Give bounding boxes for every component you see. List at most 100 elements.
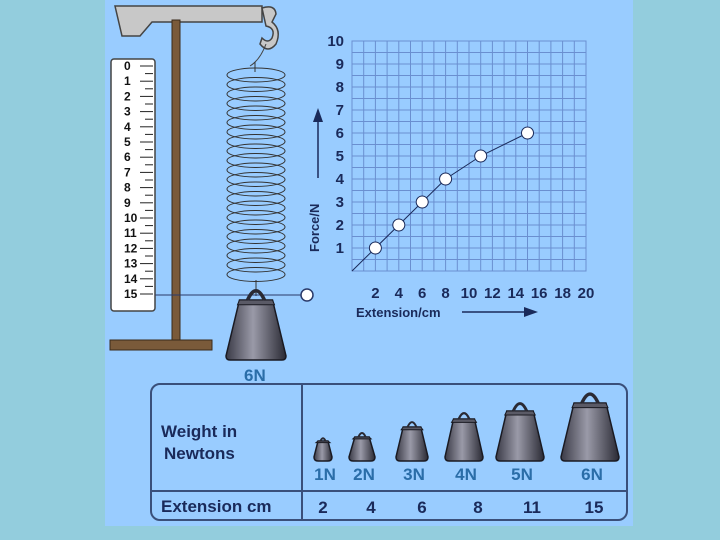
spring-coil <box>226 219 286 235</box>
x-tick-label: 4 <box>395 285 404 302</box>
ruler-label: 15 <box>124 287 138 301</box>
spring-coil <box>226 115 286 130</box>
data-point <box>368 241 382 255</box>
spring-coil <box>226 191 286 206</box>
extension-value: 11 <box>523 498 541 517</box>
x-tick-label: 12 <box>484 285 501 302</box>
table-row-divider <box>152 490 626 492</box>
spring-coil <box>226 210 286 225</box>
y-tick-label: 9 <box>336 56 344 73</box>
ruler-label: 2 <box>124 89 131 103</box>
y-tick-label: 2 <box>336 217 344 234</box>
weight-label: 6N <box>581 465 603 484</box>
ruler-label: 7 <box>124 165 131 179</box>
spring-coil <box>226 248 286 263</box>
pointer-marker <box>300 288 314 302</box>
spring-coil <box>226 134 286 149</box>
weight-label: 2N <box>353 465 375 484</box>
weight-icon <box>444 412 484 462</box>
extension-value: 6 <box>417 498 427 517</box>
ruler-label: 1 <box>124 74 131 88</box>
spring-coil <box>226 257 286 273</box>
x-axis-label: Extension/cm <box>356 305 441 320</box>
spring-coil <box>226 105 286 121</box>
weight-icon <box>495 402 545 462</box>
weight-icon <box>560 392 620 462</box>
spring-coil <box>226 77 286 92</box>
stand-pole <box>171 19 181 343</box>
spring <box>226 62 286 296</box>
hanging-weight-label: 6N <box>244 366 266 385</box>
data-point <box>392 218 406 232</box>
spring-coil <box>226 162 286 178</box>
spring-coil <box>226 172 286 187</box>
y-axis-label: Force/N <box>307 204 322 252</box>
extension-header: Extension cm <box>161 497 272 516</box>
y-tick-label: 3 <box>336 194 344 211</box>
extension-value: 15 <box>584 498 604 517</box>
x-tick-label: 6 <box>418 285 426 302</box>
ruler-label: 6 <box>124 150 131 164</box>
x-tick-label: 8 <box>441 285 449 302</box>
data-point <box>439 172 453 186</box>
x-tick-labels: 2 4 6 8 10 12 14 16 18 20 <box>371 285 594 302</box>
ruler-label: 9 <box>124 196 131 210</box>
ruler-label: 13 <box>124 257 138 271</box>
y-tick-label: 4 <box>336 171 345 188</box>
weight-label: 3N <box>403 465 425 484</box>
x-tick-label: 16 <box>531 285 548 302</box>
data-point <box>474 149 488 163</box>
x-tick-label: 20 <box>578 285 595 302</box>
extension-value: 2 <box>318 498 328 517</box>
stand <box>109 5 263 351</box>
extension-value: 4 <box>366 498 376 517</box>
ruler-label: 4 <box>124 120 131 134</box>
weight-label: 4N <box>455 465 477 484</box>
y-tick-label: 10 <box>327 33 344 50</box>
weight-icon <box>348 432 376 462</box>
x-tick-label: 10 <box>461 285 478 302</box>
spring-coil <box>226 67 286 83</box>
y-tick-label: 8 <box>336 79 344 96</box>
ruler-label: 12 <box>124 241 138 255</box>
x-tick-label: 18 <box>554 285 571 302</box>
spring-coil <box>226 238 286 254</box>
ruler-label: 3 <box>124 105 131 119</box>
weight-label: 1N <box>314 465 336 484</box>
x-axis-arrowhead <box>524 307 538 317</box>
spring-coil <box>226 86 286 102</box>
y-tick-label: 7 <box>336 102 344 119</box>
y-tick-label: 6 <box>336 125 344 142</box>
y-tick-label: 5 <box>336 148 344 165</box>
hook <box>249 6 279 67</box>
stand-arm <box>114 5 263 37</box>
ruler-label: 0 <box>124 59 131 73</box>
x-tick-label: 2 <box>371 285 379 302</box>
data-point <box>415 195 429 209</box>
data-point <box>521 126 534 140</box>
weight-label: 5N <box>511 465 533 484</box>
y-tick-label: 1 <box>336 240 344 257</box>
spring-coil <box>226 153 286 168</box>
extension-value: 8 <box>473 498 483 517</box>
spring-coil <box>226 143 286 159</box>
x-tick-label: 14 <box>507 285 524 302</box>
spring-coil <box>226 181 286 197</box>
spring-coil <box>226 229 286 244</box>
hanging-weight <box>225 289 287 361</box>
weight-header: Weight in Newtons <box>161 422 238 463</box>
ruler-label: 5 <box>124 135 131 149</box>
ruler-label: 8 <box>124 181 131 195</box>
y-tick-labels: 1 2 3 4 5 6 7 8 9 10 <box>327 33 344 257</box>
ruler-label: 11 <box>124 226 137 240</box>
data-points <box>368 126 534 255</box>
spring-coil <box>226 124 286 140</box>
weight-icon <box>313 437 333 462</box>
data-table: Weight in Newtons Extension cm 1N 2N 3N 4N 5… <box>150 383 628 521</box>
ruler-ticks <box>140 65 153 295</box>
weight-icons <box>313 392 620 462</box>
